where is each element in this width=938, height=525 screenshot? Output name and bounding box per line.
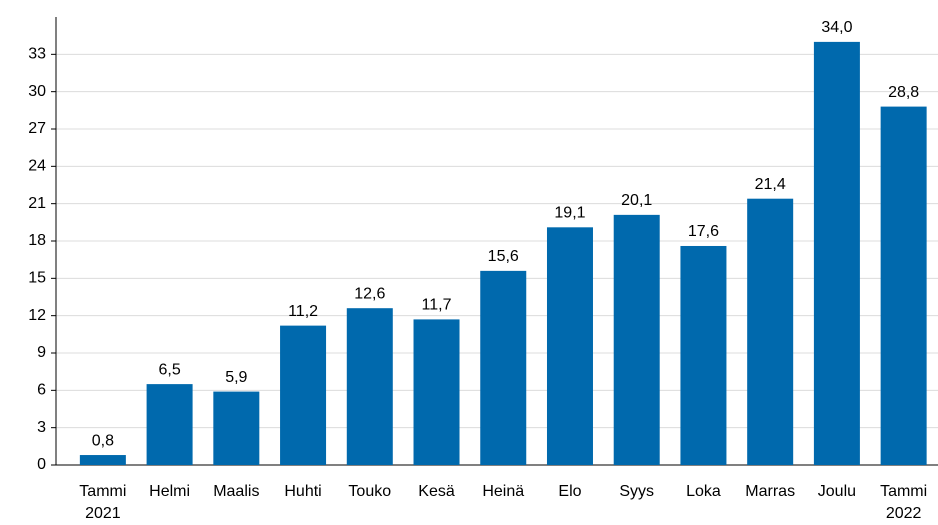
y-tick-label: 3 — [37, 419, 46, 436]
y-tick-label: 27 — [28, 120, 46, 137]
y-tick-label: 0 — [37, 456, 46, 473]
value-label: 15,6 — [488, 248, 519, 265]
value-label: 17,6 — [688, 223, 719, 240]
x-tick-label: Joulu — [818, 483, 856, 500]
value-label: 5,9 — [225, 369, 247, 386]
bar — [680, 245, 727, 465]
value-label: 12,6 — [354, 285, 385, 302]
x-tick-label: 2022 — [886, 505, 922, 522]
y-tick-label: 9 — [37, 344, 46, 361]
y-tick-label: 18 — [28, 232, 46, 249]
x-tick-label: Touko — [348, 483, 391, 500]
bar — [480, 270, 527, 465]
value-label: 21,4 — [755, 176, 786, 193]
x-tick-label: Syys — [619, 483, 654, 500]
x-tick-label: Tammi — [880, 483, 927, 500]
bar — [613, 214, 660, 465]
x-tick-label: Elo — [558, 483, 581, 500]
bar — [880, 106, 927, 465]
value-label: 0,8 — [92, 432, 114, 449]
value-label: 20,1 — [621, 192, 652, 209]
bar — [747, 198, 794, 465]
x-tick-label: Huhti — [284, 483, 321, 500]
x-tick-label: Marras — [745, 483, 795, 500]
bar — [346, 308, 393, 465]
bar — [79, 455, 126, 465]
bar — [280, 325, 327, 465]
value-label: 34,0 — [821, 19, 852, 36]
x-tick-label: Loka — [686, 483, 721, 500]
bar — [146, 384, 193, 465]
bar — [546, 227, 593, 465]
y-tick-label: 33 — [28, 46, 46, 63]
x-tick-label: Helmi — [149, 483, 190, 500]
bar — [213, 391, 260, 465]
y-tick-label: 12 — [28, 307, 46, 324]
y-tick-label: 30 — [28, 83, 46, 100]
value-label: 28,8 — [888, 84, 919, 101]
value-label: 19,1 — [554, 205, 585, 222]
bar — [813, 41, 860, 466]
y-tick-label: 15 — [28, 270, 46, 287]
y-tick-label: 21 — [28, 195, 46, 212]
value-label: 11,2 — [288, 303, 318, 320]
x-tick-label: Kesä — [418, 483, 455, 500]
value-label: 11,7 — [422, 297, 452, 314]
y-tick-label: 6 — [37, 382, 46, 399]
x-tick-label: Heinä — [482, 483, 524, 500]
x-tick-label: Tammi — [79, 483, 126, 500]
y-tick-label: 24 — [28, 158, 46, 175]
bar — [413, 319, 460, 465]
value-label: 6,5 — [158, 361, 180, 378]
x-tick-label: 2021 — [85, 505, 121, 522]
x-tick-label: Maalis — [213, 483, 259, 500]
